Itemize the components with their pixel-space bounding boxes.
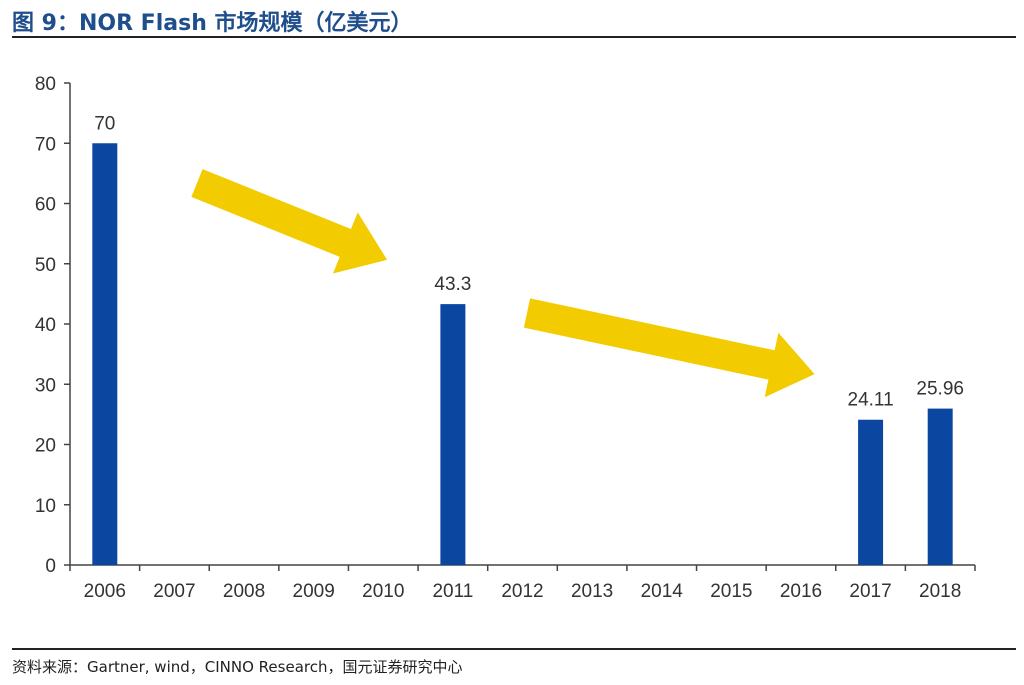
data-label: 70 xyxy=(94,113,115,134)
y-tick-label: 50 xyxy=(35,255,56,276)
x-tick-label: 2014 xyxy=(641,581,684,602)
y-tick-label: 10 xyxy=(35,496,56,517)
x-tick-label: 2010 xyxy=(362,581,404,602)
x-tick-label: 2017 xyxy=(849,581,891,602)
x-tick-label: 2008 xyxy=(223,581,265,602)
title-divider xyxy=(12,36,1016,38)
x-tick-label: 2009 xyxy=(293,581,335,602)
y-tick-label: 70 xyxy=(35,134,56,155)
y-tick-label: 20 xyxy=(35,436,56,457)
x-tick-label: 2011 xyxy=(432,581,473,602)
x-tick-label: 2007 xyxy=(153,581,195,602)
footer-divider xyxy=(12,648,1016,650)
x-tick-label: 2006 xyxy=(84,581,126,602)
axes: 0 10 20 30 40 50 60 70 80 2006 2007 2008 2009 2010 201… xyxy=(35,74,976,602)
data-label: 25.96 xyxy=(916,379,964,400)
bar xyxy=(858,419,884,565)
x-tick-label: 2015 xyxy=(710,581,752,602)
source-note: 资料来源：Gartner, wind，CINNO Research，国元证券研究… xyxy=(12,658,463,676)
data-label: 43.3 xyxy=(434,274,471,295)
bars xyxy=(92,143,953,565)
y-tick-label: 80 xyxy=(35,74,56,95)
bar xyxy=(927,408,953,565)
y-tick-label: 40 xyxy=(35,315,56,336)
y-tick-label: 0 xyxy=(45,556,56,577)
bar xyxy=(92,143,118,565)
x-tick-label: 2018 xyxy=(919,581,961,602)
x-tick-label: 2012 xyxy=(501,581,543,602)
bar-chart: 0 10 20 30 40 50 60 70 80 2006 2007 2008 2009 2010 201… xyxy=(35,74,976,602)
data-labels: 70 43.3 24.11 25.96 xyxy=(94,113,964,410)
x-tick-label: 2016 xyxy=(780,581,822,602)
trend-arrow-2 xyxy=(523,298,815,398)
data-label: 24.11 xyxy=(848,390,894,411)
trend-arrow-1 xyxy=(191,169,388,274)
bar xyxy=(440,304,466,565)
trend-arrows xyxy=(191,169,815,398)
x-tick-label: 2013 xyxy=(571,581,613,602)
page-title: 图 9：NOR Flash 市场规模（亿美元） xyxy=(12,11,413,36)
y-tick-label: 30 xyxy=(35,375,56,396)
y-tick-label: 60 xyxy=(35,195,56,216)
